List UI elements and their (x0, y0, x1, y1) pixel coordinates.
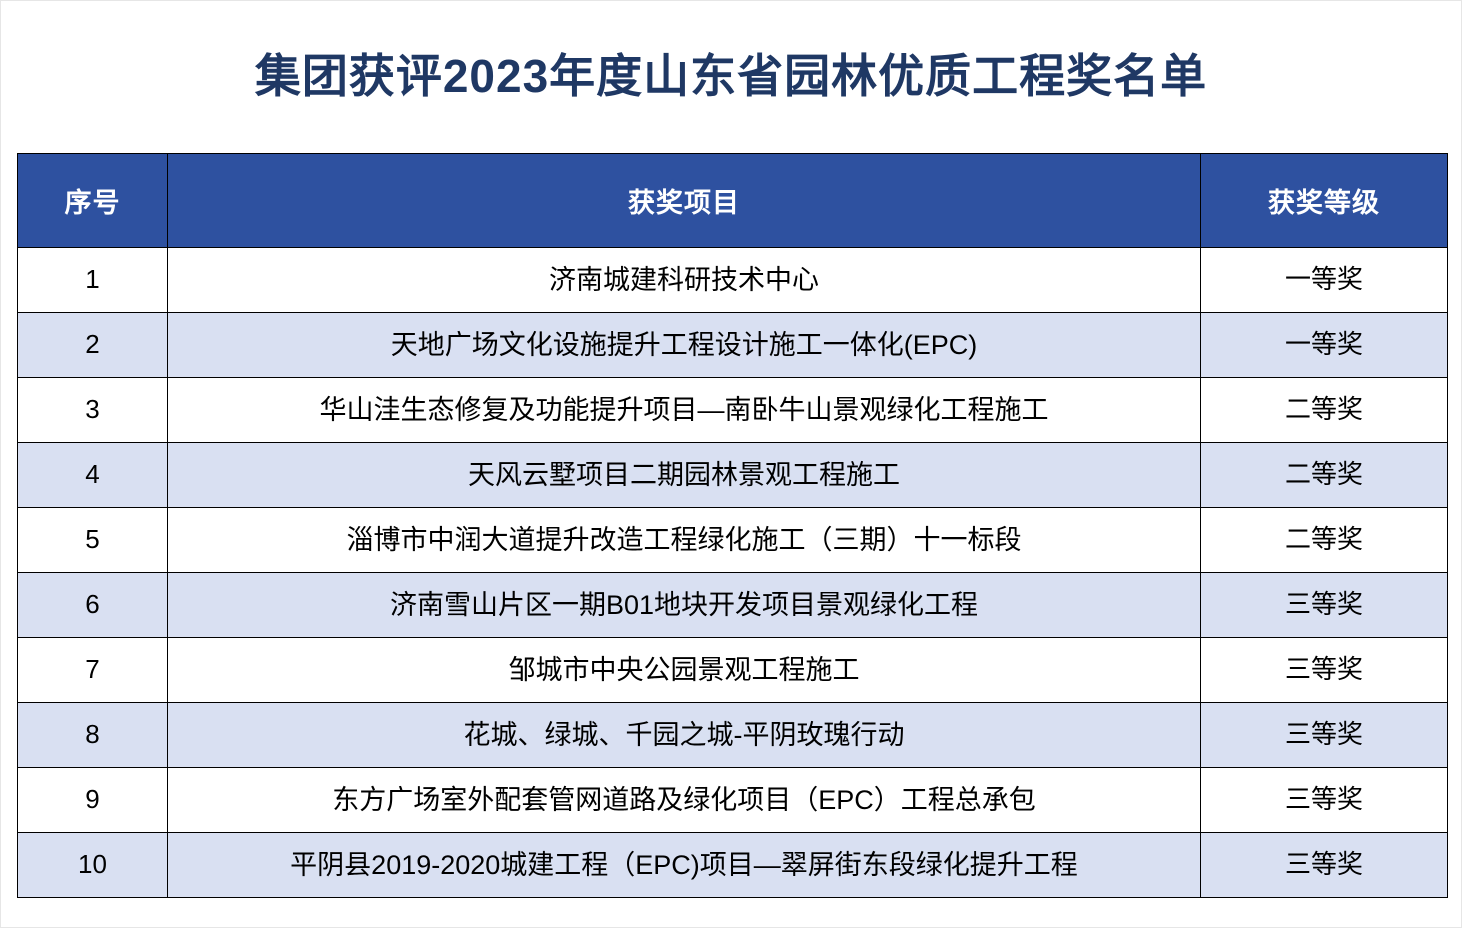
cell-index: 3 (17, 377, 168, 443)
cell-project: 平阴县2019-2020城建工程（EPC)项目—翠屏街东段绿化提升工程 (167, 832, 1201, 898)
table-body: 1 济南城建科研技术中心 一等奖 2 天地广场文化设施提升工程设计施工一体化(EPC) 一… (17, 247, 1448, 898)
column-header-level: 获奖等级 (1200, 153, 1448, 248)
table-row: 8 花城、绿城、千园之城-平阴玫瑰行动 三等奖 (17, 702, 1448, 768)
cell-award-level: 一等奖 (1200, 312, 1448, 378)
cell-project: 华山洼生态修复及功能提升项目—南卧牛山景观绿化工程施工 (167, 377, 1201, 443)
cell-project: 邹城市中央公园景观工程施工 (167, 637, 1201, 703)
table-header: 序号 获奖项目 获奖等级 (17, 153, 1448, 248)
cell-index: 2 (17, 312, 168, 378)
column-header-index: 序号 (17, 153, 168, 248)
table-row: 7 邹城市中央公园景观工程施工 三等奖 (17, 637, 1448, 703)
cell-project: 淄博市中润大道提升改造工程绿化施工（三期）十一标段 (167, 507, 1201, 573)
cell-index: 5 (17, 507, 168, 573)
cell-project: 济南雪山片区一期B01地块开发项目景观绿化工程 (167, 572, 1201, 638)
cell-award-level: 三等奖 (1200, 637, 1448, 703)
cell-award-level: 二等奖 (1200, 377, 1448, 443)
cell-award-level: 一等奖 (1200, 247, 1448, 313)
cell-index: 4 (17, 442, 168, 508)
cell-award-level: 三等奖 (1200, 832, 1448, 898)
table-row: 9 东方广场室外配套管网道路及绿化项目（EPC）工程总承包 三等奖 (17, 767, 1448, 833)
cell-project: 济南城建科研技术中心 (167, 247, 1201, 313)
cell-award-level: 三等奖 (1200, 767, 1448, 833)
table-row: 2 天地广场文化设施提升工程设计施工一体化(EPC) 一等奖 (17, 312, 1448, 378)
table-header-row: 序号 获奖项目 获奖等级 (17, 153, 1448, 248)
table-row: 6 济南雪山片区一期B01地块开发项目景观绿化工程 三等奖 (17, 572, 1448, 638)
cell-award-level: 二等奖 (1200, 507, 1448, 573)
table-row: 5 淄博市中润大道提升改造工程绿化施工（三期）十一标段 二等奖 (17, 507, 1448, 573)
table-row: 3 华山洼生态修复及功能提升项目—南卧牛山景观绿化工程施工 二等奖 (17, 377, 1448, 443)
cell-project: 东方广场室外配套管网道路及绿化项目（EPC）工程总承包 (167, 767, 1201, 833)
award-table: 序号 获奖项目 获奖等级 1 济南城建科研技术中心 一等奖 2 天地广场文化设施提升工程… (17, 153, 1448, 898)
cell-index: 6 (17, 572, 168, 638)
cell-index: 10 (17, 832, 168, 898)
cell-project: 天风云墅项目二期园林景观工程施工 (167, 442, 1201, 508)
cell-project: 天地广场文化设施提升工程设计施工一体化(EPC) (167, 312, 1201, 378)
cell-project: 花城、绿城、千园之城-平阴玫瑰行动 (167, 702, 1201, 768)
table-row: 4 天风云墅项目二期园林景观工程施工 二等奖 (17, 442, 1448, 508)
award-table-container: 序号 获奖项目 获奖等级 1 济南城建科研技术中心 一等奖 2 天地广场文化设施提升工程… (17, 153, 1448, 898)
cell-index: 9 (17, 767, 168, 833)
cell-index: 1 (17, 247, 168, 313)
table-row: 1 济南城建科研技术中心 一等奖 (17, 247, 1448, 313)
table-row: 10 平阴县2019-2020城建工程（EPC)项目—翠屏街东段绿化提升工程 三等奖 (17, 832, 1448, 898)
title-band: 集团获评2023年度山东省园林优质工程奖名单 (1, 1, 1461, 141)
cell-award-level: 二等奖 (1200, 442, 1448, 508)
cell-index: 7 (17, 637, 168, 703)
cell-award-level: 三等奖 (1200, 702, 1448, 768)
page-title: 集团获评2023年度山东省园林优质工程奖名单 (254, 49, 1208, 102)
cell-award-level: 三等奖 (1200, 572, 1448, 638)
cell-index: 8 (17, 702, 168, 768)
column-header-project: 获奖项目 (167, 153, 1201, 248)
